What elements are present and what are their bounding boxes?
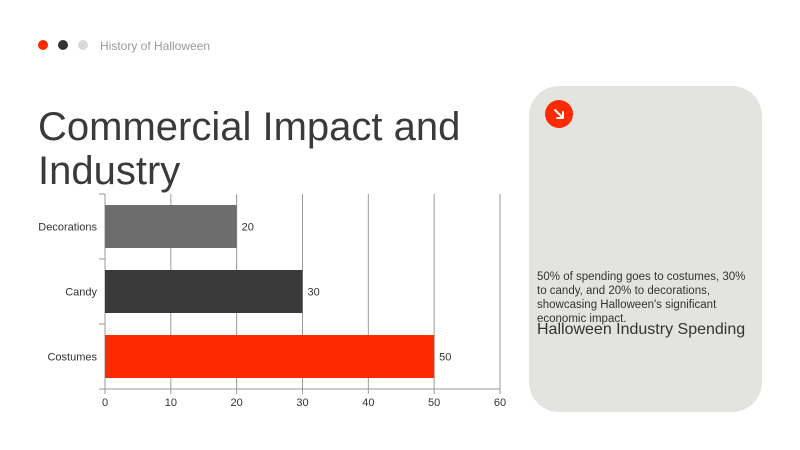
page-title: Commercial Impact and Industry [38,104,461,193]
x-tick-label: 0 [102,397,108,409]
slide-indicator [38,40,98,50]
x-tick-label: 10 [165,397,177,409]
arrow-down-right-icon [545,100,573,128]
indicator-dot [78,40,88,50]
category-label: Decorations [38,222,97,234]
x-tick-label: 60 [494,397,506,409]
x-tick-label: 40 [362,397,374,409]
data-label: 30 [308,287,320,299]
x-tick-label: 30 [296,397,308,409]
info-card: 50% of spending goes to costumes, 30% to… [529,86,762,412]
x-tick-label: 50 [428,397,440,409]
category-label: Costumes [47,352,97,364]
category-label: Candy [65,287,97,299]
indicator-dot-active [38,40,48,50]
data-label: 50 [439,352,451,364]
bar-decorations [105,205,237,248]
card-heading: Halloween Industry Spending [537,321,746,338]
x-tick-label: 20 [231,397,243,409]
bar-costumes [105,335,435,378]
indicator-dot [58,40,68,50]
data-label: 20 [242,222,254,234]
breadcrumb: History of Halloween [100,39,211,53]
bar-candy [105,270,303,313]
card-description: 50% of spending goes to costumes, 30% to… [537,271,746,325]
